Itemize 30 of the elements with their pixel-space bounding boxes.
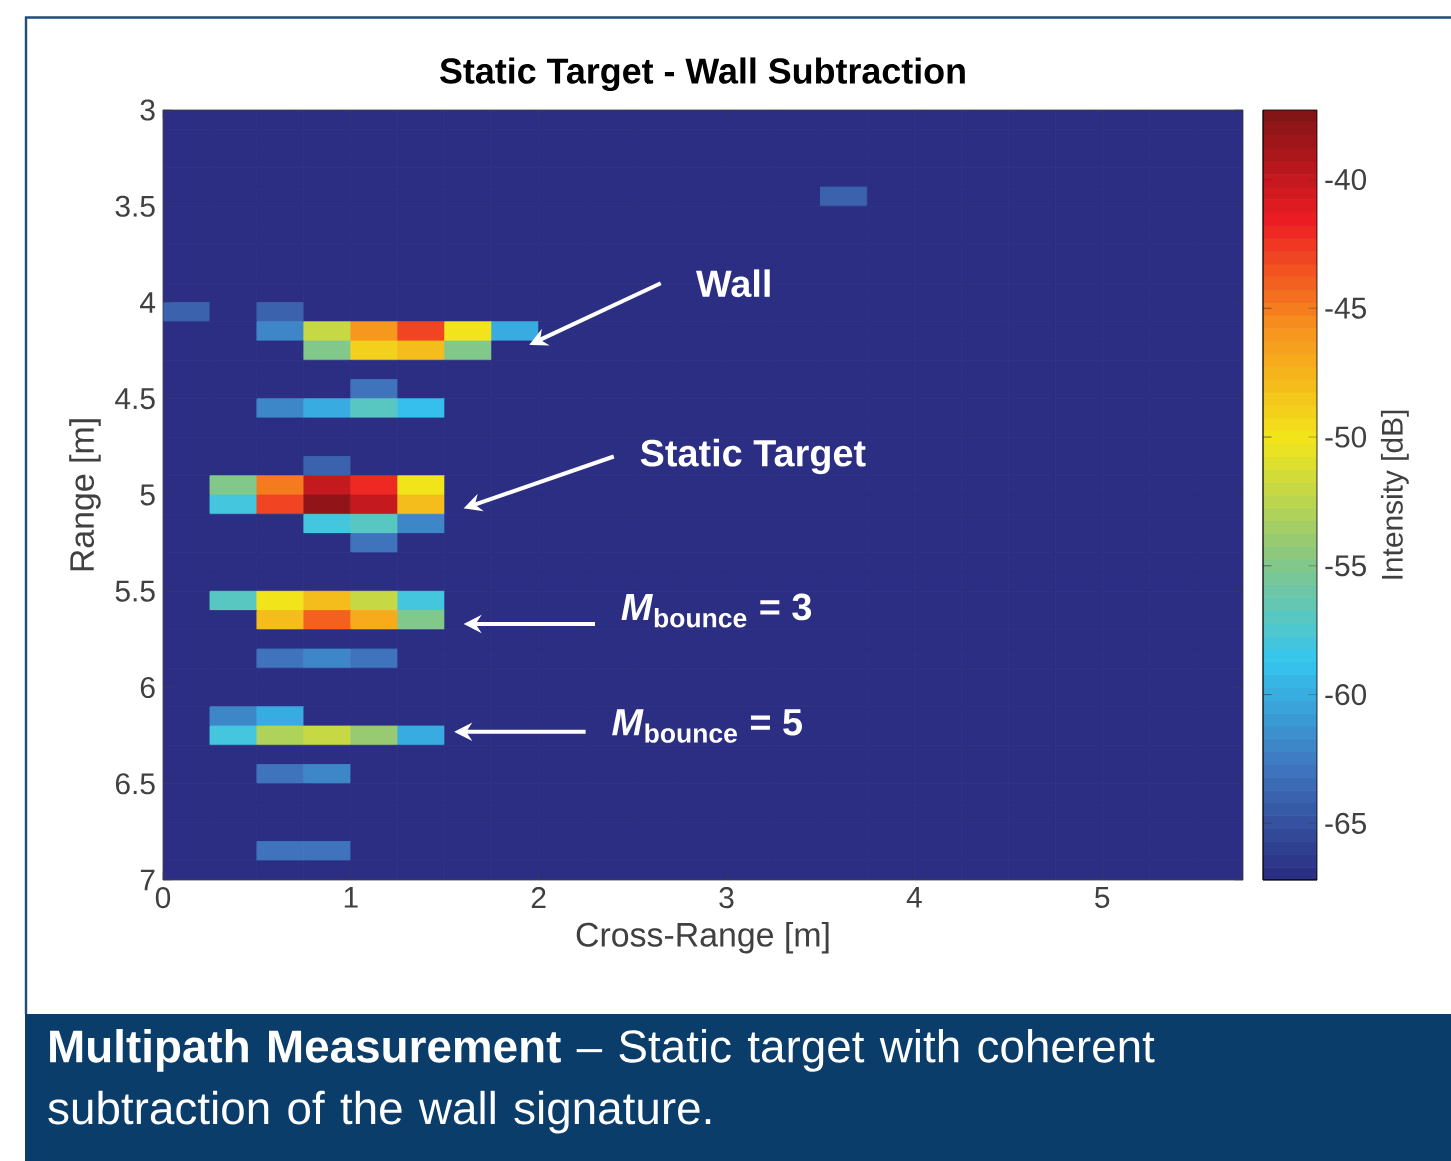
x-tick-label: 2: [531, 887, 546, 908]
color-bar-label: -40: [1325, 168, 1367, 191]
y-tick-label: 7: [140, 869, 155, 891]
annotation: Wall: [696, 269, 770, 298]
x-tick-label: 4: [906, 887, 922, 908]
color-bar-label: -50: [1325, 426, 1367, 448]
x-tick-label: 3: [719, 887, 734, 909]
y-tick-label: 3: [140, 99, 155, 121]
annotation: M$_{bounce}$ = 5: [612, 709, 802, 743]
annotation: Static Target: [640, 438, 866, 475]
color-bar-label: -60: [1325, 683, 1367, 706]
y-tick-label: 6.5: [115, 773, 155, 795]
chart-title: Static Target - Wall Subtraction: [440, 57, 965, 92]
x-tick-label: 0: [155, 887, 171, 909]
color-bar-label: -55: [1325, 555, 1366, 577]
y-tick-label: 5.5: [115, 580, 155, 602]
x-tick-label: 5: [1095, 887, 1110, 908]
color-bar-label: -45: [1325, 297, 1366, 319]
y-tick-label: 4: [140, 292, 156, 313]
color-bar-label: -65: [1325, 812, 1366, 834]
x-axis-title: Cross-Range [m]: [576, 921, 829, 954]
y-tick-label: 6: [140, 676, 155, 699]
color-bar-title: Intensity [dB]: [1380, 410, 1409, 579]
x-tick-label: 1: [344, 887, 358, 908]
y-tick-label: 3.5: [115, 195, 155, 217]
text: Multipath Measurement – Static target with coherent subtraction of the wall signature.: [48, 1029, 1155, 1134]
annotation: M$_{bounce}$ = 3: [621, 593, 812, 628]
y-tick-label: 4.5: [115, 388, 155, 410]
y-tick-label: 5: [140, 484, 155, 506]
y-axis-title: Range [m]: [69, 419, 101, 571]
